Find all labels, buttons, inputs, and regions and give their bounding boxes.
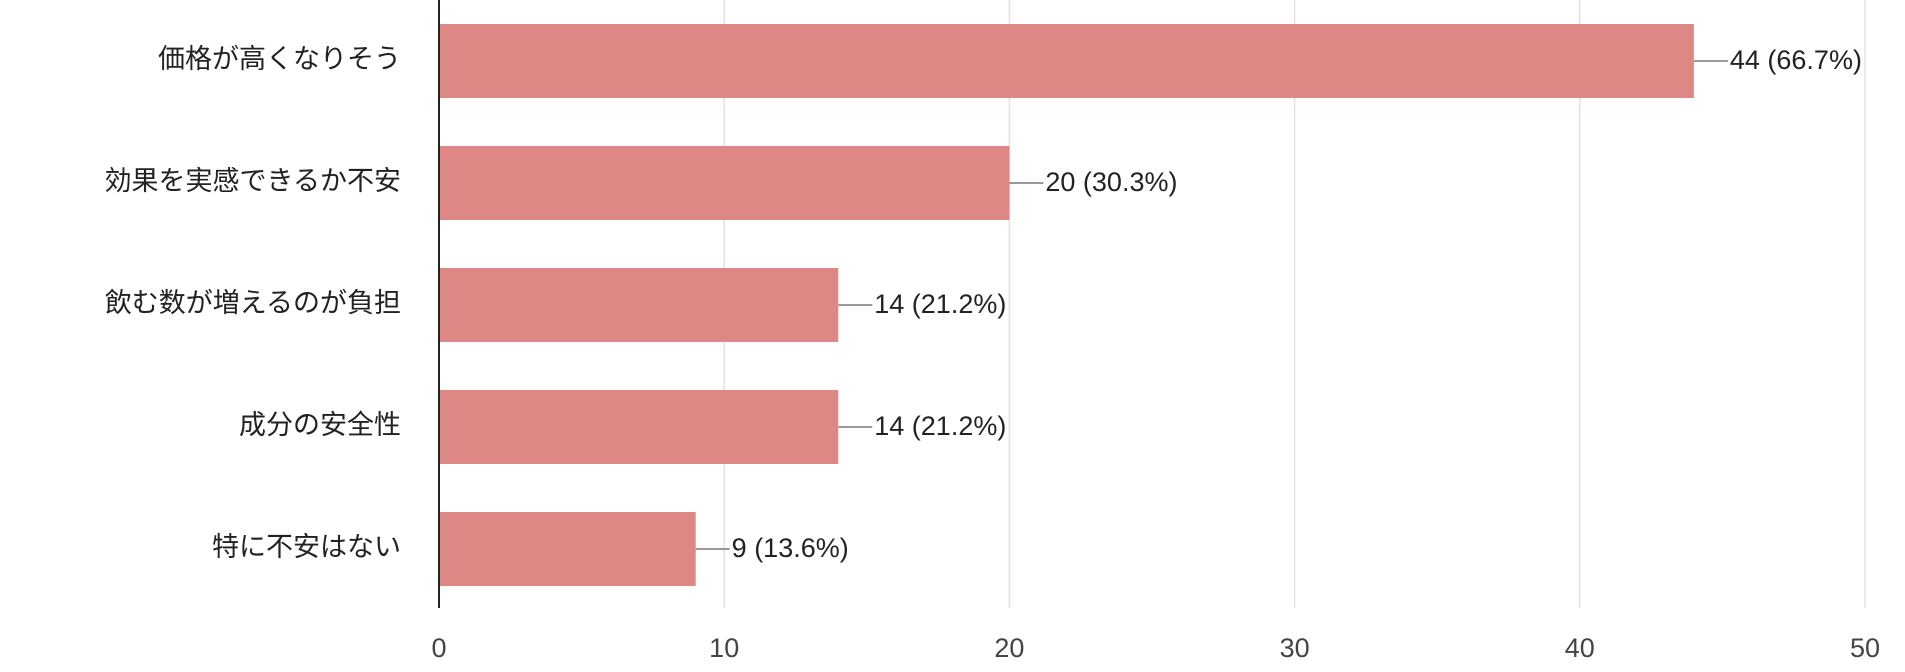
y-tick-label: 効果を実感できるか不安 [105,166,401,196]
bar [439,268,839,342]
x-tick-label: 30 [1280,633,1310,663]
data-label: 20 (30.3%) [1045,167,1177,197]
x-tick-label: 0 [431,633,446,663]
y-tick-label: 飲む数が増えるのが負担 [105,288,401,318]
y-tick-label: 成分の安全性 [239,410,401,440]
x-tick-label: 40 [1565,633,1595,663]
x-tick-label: 20 [994,633,1024,663]
bar [439,146,1010,220]
data-label: 14 (21.2%) [874,289,1006,319]
data-label: 14 (21.2%) [874,411,1006,441]
bar [439,24,1694,98]
x-tick-label: 50 [1850,633,1880,663]
data-label: 44 (66.7%) [1730,45,1862,75]
y-tick-label: 価格が高くなりそう [158,44,401,74]
y-tick-label: 特に不安はない [212,532,401,562]
bar [439,512,696,586]
x-tick-label: 10 [709,633,739,663]
data-label: 9 (13.6%) [732,533,849,563]
bar [439,390,839,464]
